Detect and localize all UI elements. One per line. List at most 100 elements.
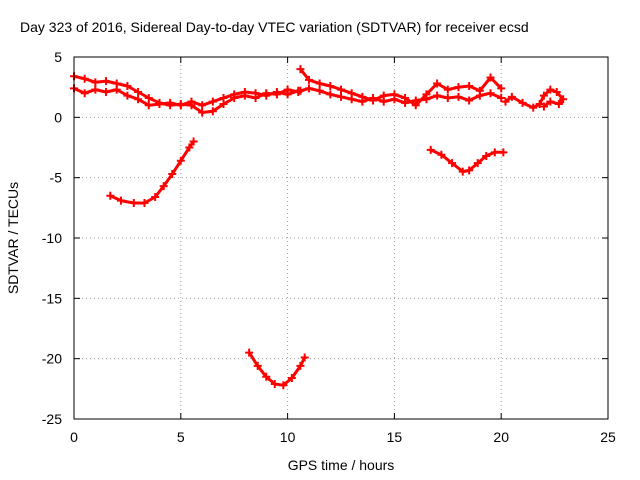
data-point: [546, 85, 555, 94]
data-point: [80, 89, 89, 98]
x-tick-label: 25: [600, 429, 616, 445]
data-point: [358, 97, 367, 106]
data-point: [490, 148, 499, 157]
data-point: [369, 94, 378, 103]
x-tick-label: 0: [70, 429, 78, 445]
data-point: [287, 373, 296, 382]
data-point: [454, 92, 463, 101]
data-point: [437, 150, 446, 159]
data-point: [102, 87, 111, 96]
data-point: [443, 85, 452, 94]
data-point: [245, 348, 254, 357]
data-point: [497, 94, 506, 103]
series-satellite-track-8: [426, 145, 508, 176]
data-point: [546, 97, 555, 106]
data-point: [253, 361, 262, 370]
y-axis-label: SDTVAR / TECUs: [5, 182, 21, 294]
data-point: [501, 97, 510, 106]
data-point: [106, 191, 115, 200]
data-point: [185, 143, 194, 152]
data-point: [198, 101, 207, 110]
data-point: [296, 86, 305, 95]
data-point: [315, 79, 324, 88]
data-point: [401, 98, 410, 107]
data-point: [304, 75, 313, 84]
series-line: [247, 351, 307, 387]
data-point: [296, 361, 305, 370]
data-point: [465, 81, 474, 90]
data-point: [486, 73, 495, 82]
series-satellite-track-7: [245, 348, 309, 390]
data-point: [473, 159, 482, 168]
data-point: [465, 166, 474, 175]
data-point: [230, 90, 239, 99]
data-point: [140, 199, 149, 208]
data-point: [129, 199, 138, 208]
data-point: [91, 85, 100, 94]
data-point: [497, 84, 506, 93]
data-point: [482, 151, 491, 160]
data-point: [144, 101, 153, 110]
tick-labels: 0 5 10 15 20 25 5 0 -5 -10 -15 -20 -25: [42, 49, 616, 445]
data-point: [426, 145, 435, 154]
series-satellite-track-4: [296, 84, 506, 107]
data-point: [443, 94, 452, 103]
data-point: [448, 159, 457, 168]
data-point: [347, 95, 356, 104]
data-point: [475, 91, 484, 100]
data-point: [159, 182, 168, 191]
data-point: [433, 91, 442, 100]
series-line: [72, 86, 300, 107]
data-point: [80, 74, 89, 83]
data-point: [208, 97, 217, 106]
data-point: [465, 96, 474, 105]
x-tick-label: 5: [177, 429, 185, 445]
y-tick-label: -5: [50, 170, 63, 186]
chart-title: Day 323 of 2016, Sidereal Day-to-day VTE…: [20, 19, 529, 35]
data-point: [123, 91, 132, 100]
series-satellite-track-5: [501, 85, 568, 112]
y-tick-label: -15: [42, 290, 62, 306]
data-point: [208, 107, 217, 116]
data-point: [176, 101, 185, 110]
data-point: [422, 95, 431, 104]
series-satellite-track-3: [296, 65, 506, 110]
data-point: [411, 96, 420, 105]
data-point: [166, 98, 175, 107]
ticks: [73, 56, 609, 420]
data-point: [499, 148, 508, 157]
data-point: [539, 91, 548, 100]
data-point: [337, 92, 345, 101]
data-point: [554, 100, 563, 109]
data-point: [337, 85, 345, 94]
data-point: [176, 156, 185, 165]
data-point: [433, 79, 442, 88]
data-point: [539, 102, 548, 111]
data-point: [240, 87, 249, 96]
data-point: [390, 95, 399, 104]
data-point: [458, 167, 467, 176]
data-point: [296, 65, 305, 74]
x-axis-label: GPS time / hours: [288, 457, 395, 473]
data-point: [112, 85, 121, 94]
data-point: [262, 91, 271, 100]
data-point: [552, 87, 561, 96]
data-point: [529, 103, 538, 112]
data-point: [279, 381, 288, 390]
data-point: [379, 97, 388, 106]
data-point: [168, 170, 177, 179]
data-point: [283, 90, 292, 99]
y-tick-label: -10: [42, 230, 62, 246]
data-point: [123, 81, 132, 90]
data-point: [518, 98, 527, 107]
x-tick-label: 15: [387, 429, 403, 445]
data-point: [270, 380, 279, 389]
data-point: [559, 95, 568, 104]
y-tick-label: 5: [54, 49, 62, 65]
y-tick-label: -20: [42, 351, 62, 367]
data-point: [300, 353, 309, 362]
data-point: [507, 92, 516, 101]
data-point: [315, 86, 324, 95]
data-point: [326, 90, 335, 99]
data-point: [134, 87, 143, 96]
